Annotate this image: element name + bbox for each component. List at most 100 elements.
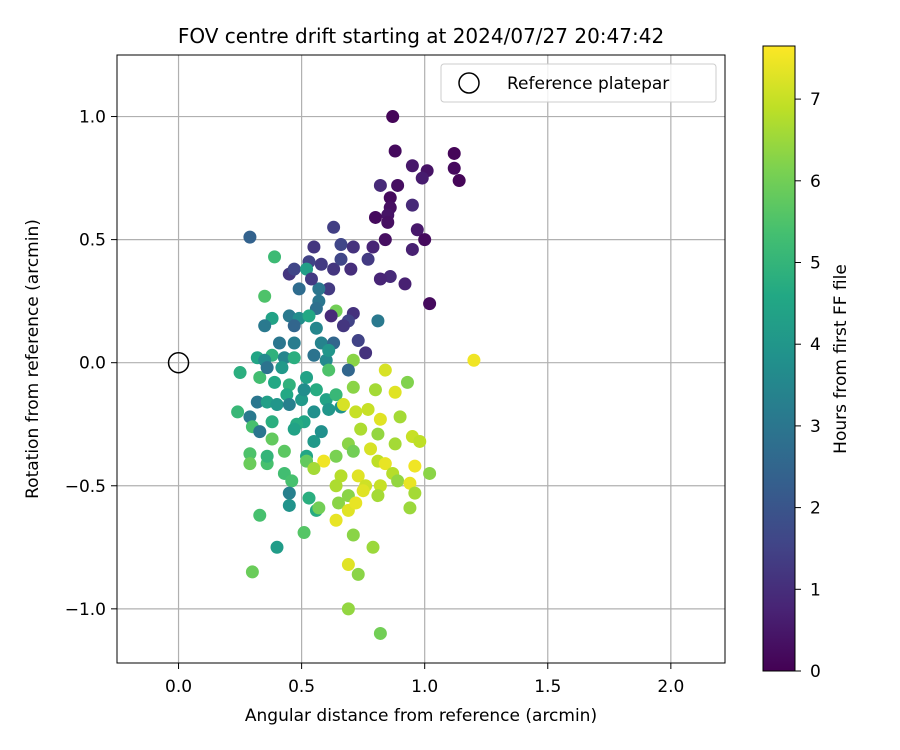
data-point	[282, 498, 296, 512]
data-point	[405, 242, 419, 256]
data-point	[346, 444, 360, 458]
data-point	[349, 405, 363, 419]
data-point	[346, 380, 360, 394]
colorbar-gradient	[762, 45, 796, 672]
data-point	[359, 346, 373, 360]
data-point	[378, 457, 392, 471]
data-point	[302, 491, 316, 505]
data-point	[423, 297, 437, 311]
data-point	[270, 398, 284, 412]
data-point	[327, 262, 341, 276]
data-point	[304, 272, 318, 286]
data-point	[282, 486, 296, 500]
data-point	[391, 178, 405, 192]
x-tick-label: 0.0	[165, 677, 192, 697]
data-point	[282, 309, 296, 323]
data-point	[405, 159, 419, 173]
data-point	[344, 262, 358, 276]
data-point	[415, 171, 429, 185]
data-points	[231, 110, 481, 640]
data-point	[268, 375, 282, 389]
data-point	[272, 336, 286, 350]
data-point	[373, 479, 387, 493]
data-point	[373, 272, 387, 286]
data-point	[287, 319, 301, 333]
data-point	[258, 319, 272, 333]
data-point	[423, 466, 437, 480]
data-point	[302, 309, 316, 323]
data-point	[312, 501, 326, 515]
data-point	[270, 540, 284, 554]
data-point	[253, 508, 267, 522]
data-point	[309, 321, 323, 335]
colorbar-tick-label: 5	[810, 254, 821, 274]
data-point	[354, 422, 368, 436]
data-point	[388, 385, 402, 399]
colorbar-tick-label: 3	[810, 417, 821, 437]
data-point	[336, 398, 350, 412]
y-tick-label: 0.5	[79, 231, 106, 251]
data-point	[368, 210, 382, 224]
data-point	[361, 252, 375, 266]
data-point	[400, 375, 414, 389]
data-point	[253, 425, 267, 439]
data-point	[295, 393, 309, 407]
legend: Reference platepar	[440, 63, 717, 103]
data-point	[349, 496, 363, 510]
data-point	[287, 262, 301, 276]
data-point	[231, 405, 245, 419]
data-point	[277, 351, 291, 365]
colorbar-tick-label: 0	[810, 662, 821, 682]
data-point	[332, 496, 346, 510]
data-point	[258, 289, 272, 303]
plot-frame	[116, 54, 726, 664]
data-point	[280, 388, 294, 402]
data-point	[327, 220, 341, 234]
data-point	[383, 270, 397, 284]
data-point	[329, 449, 343, 463]
data-point	[268, 250, 282, 264]
colorbar-tick-label: 2	[810, 499, 821, 519]
data-point	[371, 314, 385, 328]
data-point	[373, 178, 387, 192]
y-tick-label: −1.0	[65, 600, 106, 620]
data-point	[361, 402, 375, 416]
data-point	[346, 528, 360, 542]
data-point	[467, 353, 481, 367]
data-point	[287, 422, 301, 436]
data-point	[334, 238, 348, 252]
data-point	[371, 489, 385, 503]
colorbar-label: Hours from first FF file	[831, 264, 851, 454]
data-point	[351, 334, 365, 348]
data-point	[287, 336, 301, 350]
data-point	[300, 262, 314, 276]
data-point	[329, 388, 343, 402]
data-point	[447, 161, 461, 175]
y-tick-label: 1.0	[79, 108, 106, 128]
data-point	[319, 393, 333, 407]
data-point	[403, 476, 417, 490]
data-point	[292, 282, 306, 296]
data-point	[388, 437, 402, 451]
data-point	[265, 432, 279, 446]
data-point	[373, 626, 387, 640]
data-point	[329, 513, 343, 527]
data-point	[314, 257, 328, 271]
data-point	[260, 395, 274, 409]
data-point	[245, 565, 259, 579]
data-point	[366, 240, 380, 254]
legend-box	[440, 63, 717, 103]
data-point	[346, 353, 360, 367]
data-point	[285, 474, 299, 488]
reference-marker-layer	[167, 351, 190, 374]
x-tick-label: 0.5	[288, 677, 315, 697]
data-point	[322, 282, 336, 296]
data-point	[322, 363, 336, 377]
x-tick-label: 2.0	[657, 677, 684, 697]
data-point	[260, 361, 274, 375]
y-tick-label: 0.0	[79, 354, 106, 374]
data-point	[297, 526, 311, 540]
data-point	[314, 425, 328, 439]
data-point	[351, 469, 365, 483]
